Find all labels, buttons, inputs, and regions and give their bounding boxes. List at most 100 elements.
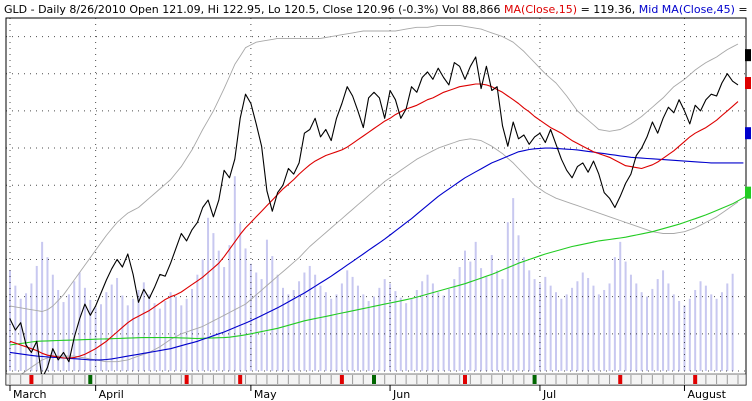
day-tick bbox=[330, 375, 332, 384]
day-tick bbox=[234, 375, 236, 384]
day-tick bbox=[566, 375, 568, 384]
volume-bar bbox=[501, 279, 504, 371]
series-line-mid45 bbox=[9, 147, 744, 361]
volume-bar bbox=[421, 281, 424, 371]
volume-bar bbox=[603, 290, 606, 371]
day-tick bbox=[630, 375, 632, 384]
day-tick bbox=[716, 375, 718, 384]
right-axis-marker bbox=[745, 49, 751, 62]
month-label: Jul bbox=[542, 388, 556, 401]
day-tick bbox=[9, 375, 11, 384]
month-label: April bbox=[99, 388, 124, 401]
volume-bar bbox=[276, 274, 279, 371]
volume-bar bbox=[726, 283, 729, 371]
volume-bar bbox=[469, 261, 472, 371]
volume-bar bbox=[330, 298, 333, 371]
day-tick bbox=[737, 375, 739, 384]
volume-bar bbox=[201, 259, 204, 371]
volume-bar bbox=[656, 279, 659, 371]
day-tick bbox=[266, 375, 268, 384]
series-line-green-line bbox=[9, 194, 749, 346]
signal-marker bbox=[238, 375, 243, 384]
day-tick bbox=[437, 375, 439, 384]
day-tick bbox=[705, 375, 707, 384]
volume-bar bbox=[132, 298, 135, 371]
volume-bar bbox=[581, 272, 584, 371]
signal-marker bbox=[184, 375, 189, 384]
volume-bar bbox=[672, 294, 675, 371]
day-tick bbox=[405, 375, 407, 384]
volume-bar bbox=[405, 303, 408, 371]
day-tick bbox=[480, 375, 482, 384]
volume-bar bbox=[287, 294, 290, 371]
volume-bar bbox=[164, 300, 167, 371]
volume-bar bbox=[667, 283, 670, 371]
signal-marker bbox=[618, 375, 623, 384]
volume-bar bbox=[678, 300, 681, 371]
month-label: March bbox=[13, 388, 47, 401]
volume-bar bbox=[14, 285, 17, 371]
volume-bar bbox=[340, 283, 343, 371]
volume-bar bbox=[51, 274, 54, 371]
signal-marker-strip bbox=[5, 373, 747, 386]
volume-bar bbox=[646, 296, 648, 371]
signal-marker bbox=[372, 375, 376, 384]
volume-bar bbox=[351, 276, 354, 371]
volume-bar bbox=[485, 276, 488, 371]
volume-bar bbox=[228, 245, 231, 371]
volume-bar bbox=[9, 270, 11, 371]
volume-bar bbox=[474, 241, 477, 371]
volume-bar bbox=[662, 270, 665, 371]
day-tick bbox=[41, 375, 43, 384]
volume-bar bbox=[464, 250, 466, 371]
symbol-label: GLD bbox=[4, 3, 27, 16]
day-tick bbox=[587, 375, 589, 384]
day-tick bbox=[212, 375, 214, 384]
volume-bar bbox=[522, 257, 525, 371]
day-tick bbox=[20, 375, 22, 384]
volume-bar bbox=[378, 287, 381, 371]
volume-bar bbox=[576, 281, 579, 371]
volume-bar bbox=[35, 265, 38, 371]
day-tick bbox=[598, 375, 600, 384]
day-tick bbox=[170, 375, 172, 384]
volume-bar bbox=[731, 273, 734, 371]
volume-bar bbox=[592, 285, 595, 371]
series-line-bands bbox=[9, 138, 739, 383]
day-tick bbox=[116, 375, 118, 384]
right-axis-markers bbox=[745, 49, 751, 199]
volume-bar bbox=[415, 290, 418, 371]
ohlc-summary: - Daily 8/26/2010 Open 121.09, Hi 122.95… bbox=[27, 3, 504, 16]
x-axis-labels: March April May Jun Jul August bbox=[9, 385, 727, 401]
volume-bar bbox=[458, 267, 461, 371]
volume-bar bbox=[490, 255, 493, 371]
volume-bar bbox=[174, 296, 177, 371]
day-tick bbox=[416, 375, 418, 384]
volume-bar bbox=[683, 305, 686, 371]
day-tick bbox=[73, 375, 75, 384]
volume-bar bbox=[105, 292, 108, 371]
volume-bar bbox=[335, 294, 338, 371]
grid-lines bbox=[6, 18, 746, 372]
volume-bar bbox=[142, 282, 145, 371]
volume-bar bbox=[506, 222, 509, 371]
volume-bar bbox=[30, 283, 33, 371]
right-axis-marker bbox=[745, 77, 751, 90]
volume-bar bbox=[528, 270, 531, 371]
volume-bar bbox=[608, 283, 611, 371]
volume-bar bbox=[538, 283, 541, 371]
volume-bar bbox=[410, 298, 413, 371]
signal-marker bbox=[88, 375, 93, 384]
volume-bar bbox=[25, 293, 28, 371]
volume-bar bbox=[223, 267, 226, 371]
volume-bar bbox=[185, 298, 188, 371]
volume-bar bbox=[46, 257, 49, 371]
volume-bar bbox=[217, 250, 220, 371]
volume-bar bbox=[356, 285, 359, 371]
day-tick bbox=[448, 375, 450, 384]
series-line-price bbox=[9, 56, 739, 379]
volume-bar bbox=[324, 292, 327, 371]
day-tick bbox=[512, 375, 514, 384]
